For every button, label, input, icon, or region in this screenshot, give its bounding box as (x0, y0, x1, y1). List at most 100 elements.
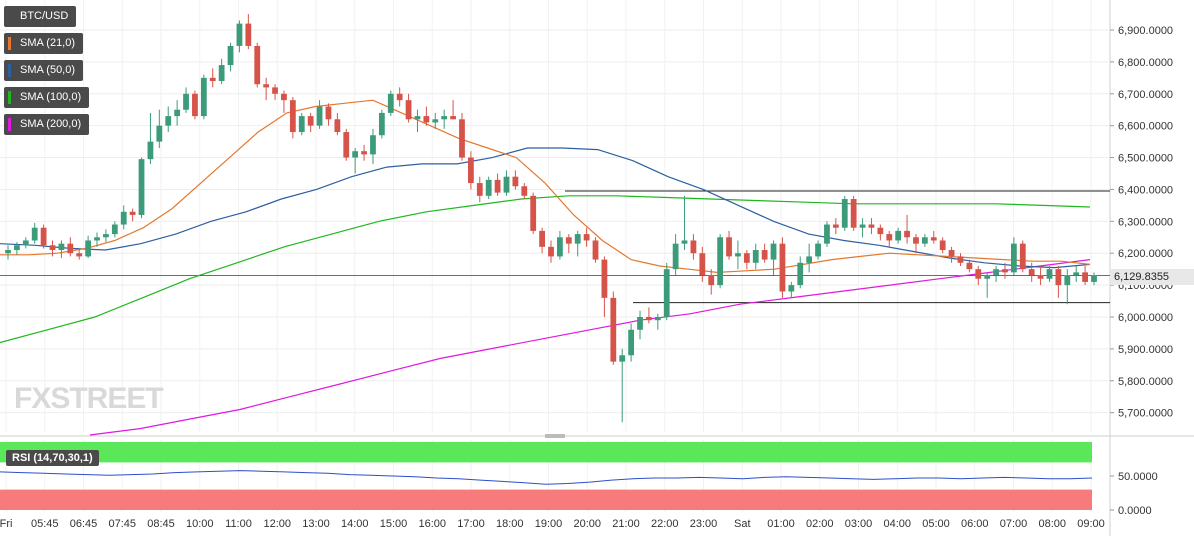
sma50-line (0, 147, 1091, 269)
x-tick-label: 01:00 (767, 518, 795, 530)
candle-body (76, 253, 83, 257)
candle-body (752, 250, 759, 263)
candle-body (743, 253, 750, 263)
candle-body (165, 116, 172, 126)
candle-body (334, 119, 341, 133)
candle-body (281, 93, 287, 101)
candle-body (1055, 269, 1062, 286)
y-tick-label: 5,800.0000 (1118, 376, 1173, 388)
candle-body (921, 237, 928, 244)
sma100-line (0, 195, 1091, 344)
candle-body (423, 116, 430, 123)
candle-body (1082, 272, 1088, 282)
y-tick-label: 6,600.0000 (1118, 121, 1173, 133)
legend-label: SMA (50,0) (20, 64, 76, 76)
candle-body (307, 116, 314, 126)
candle-body (378, 112, 385, 136)
legend-item[interactable]: SMA (200,0) (4, 114, 90, 135)
legend-item[interactable]: BTC/USD (4, 6, 77, 27)
candle-body (49, 245, 56, 251)
candle-body (797, 262, 804, 286)
candle-body (806, 256, 813, 263)
candle-body (476, 183, 483, 196)
legend-item[interactable]: SMA (21,0) (4, 33, 84, 54)
candle-body (343, 132, 350, 158)
x-tick-label: 10:00 (186, 518, 214, 530)
candle-body (610, 297, 617, 362)
candle-body (254, 45, 261, 85)
candle-body (717, 237, 724, 286)
legend-swatch (8, 118, 11, 131)
rsi-overbought-zone (0, 442, 1092, 463)
candle-body (1028, 269, 1035, 276)
x-tick-label: 07:00 (1000, 518, 1028, 530)
x-tick-label: 20:00 (573, 518, 601, 530)
candle-body (129, 211, 136, 215)
candle-body (67, 243, 74, 254)
legend-swatch (8, 37, 11, 50)
candlesticks (5, 14, 1097, 423)
candle-body (761, 250, 768, 260)
candle-body (984, 275, 991, 279)
candle-body (868, 224, 875, 228)
y-tick-label: 5,700.0000 (1118, 408, 1173, 420)
candle-body (548, 246, 554, 257)
rsi-tick-label: 50.0000 (1118, 471, 1158, 483)
candle-body (690, 240, 697, 254)
candle-body (245, 23, 252, 46)
candle-body (370, 135, 376, 155)
sma21-line (0, 99, 1091, 274)
current-price-tag: 6,129.8355 (1110, 269, 1194, 285)
sma-lines (0, 99, 1091, 436)
y-tick-label: 6,700.0000 (1118, 89, 1173, 101)
legend-item[interactable]: SMA (50,0) (4, 60, 84, 81)
x-tick-label: 12:00 (263, 518, 291, 530)
candle-body (94, 237, 100, 241)
x-tick-label: 21:00 (612, 518, 640, 530)
candle-body (539, 230, 545, 247)
candle-body (824, 224, 830, 244)
x-tick-label: 03:00 (845, 518, 873, 530)
candle-body (939, 240, 946, 251)
candle-body (200, 77, 207, 117)
candle-body (209, 77, 216, 82)
candle-body (441, 116, 448, 120)
candle-body (708, 275, 715, 286)
candle-body (1037, 275, 1044, 279)
x-tick-label: 05:45 (31, 518, 59, 530)
candle-body (654, 317, 661, 321)
candle-body (1002, 269, 1008, 273)
candle-body (361, 151, 367, 155)
candle-body (592, 240, 599, 260)
candle-body (14, 245, 20, 251)
candle-body (218, 65, 225, 82)
candle-body (289, 100, 296, 133)
candle-body (574, 234, 581, 244)
candle-body (779, 243, 786, 292)
candle-body (120, 211, 127, 225)
y-tick-label: 6,400.0000 (1118, 184, 1173, 196)
candle-body (503, 176, 510, 193)
candle-body (672, 243, 679, 270)
x-tick-label: 16:00 (418, 518, 446, 530)
candle-body (40, 227, 47, 246)
y-tick-label: 5,900.0000 (1118, 344, 1173, 356)
candle-body (352, 151, 359, 158)
legend-swatch (8, 10, 11, 23)
legend-item[interactable]: SMA (100,0) (4, 87, 90, 108)
y-tick-label: 6,500.0000 (1118, 153, 1173, 165)
x-tick-label: 04:00 (883, 518, 911, 530)
candle-body (227, 45, 234, 66)
x-tick-label: Fri (0, 518, 12, 530)
legend-swatch (8, 91, 11, 104)
x-tick-label: 07:45 (108, 518, 136, 530)
candle-body (530, 195, 537, 231)
trend-lines (0, 190, 1110, 304)
candle-body (628, 329, 635, 356)
candle-body (975, 269, 982, 279)
candle-body (993, 269, 999, 276)
candle-body (85, 240, 92, 257)
candle-body (841, 199, 848, 228)
